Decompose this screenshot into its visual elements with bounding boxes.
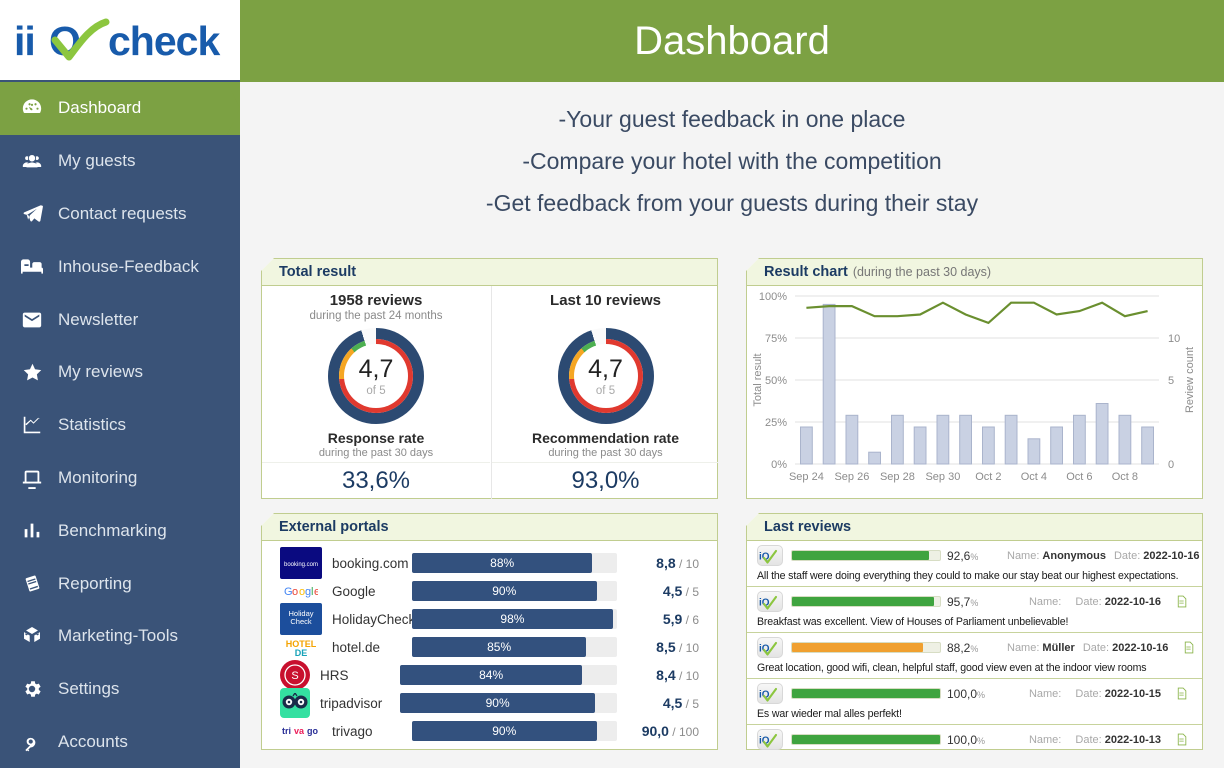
svg-text:Check: Check [290,617,312,626]
svg-text:Review count: Review count [1184,347,1196,413]
svg-text:Oct 6: Oct 6 [1066,471,1092,483]
svg-text:o: o [292,586,298,598]
svg-text:tri: tri [282,726,291,736]
svg-text:Oct 4: Oct 4 [1021,471,1047,483]
svg-text:Oct 8: Oct 8 [1112,471,1138,483]
svg-text:go: go [307,726,318,736]
svg-text:check: check [108,18,220,64]
svg-text:Sep 30: Sep 30 [925,471,960,483]
svg-text:Total result: Total result [752,353,764,406]
svg-text:75%: 75% [765,333,787,345]
svg-text:0: 0 [1168,459,1174,471]
svg-text:10: 10 [1168,333,1180,345]
svg-text:Sep 24: Sep 24 [789,471,824,483]
svg-text:100%: 100% [759,291,787,303]
svg-text:50%: 50% [765,375,787,387]
svg-text:0%: 0% [771,459,787,471]
svg-text:va: va [294,726,305,736]
svg-text:Oct 2: Oct 2 [975,471,1001,483]
svg-text:DE: DE [295,648,308,658]
svg-text:S: S [291,670,298,682]
svg-text:e: e [314,586,318,598]
svg-text:ii: ii [14,18,35,64]
svg-text:5: 5 [1168,375,1174,387]
svg-text:Sep 28: Sep 28 [880,471,915,483]
svg-text:25%: 25% [765,417,787,429]
svg-text:Sep 26: Sep 26 [834,471,869,483]
svg-text:booking.com: booking.com [284,562,318,568]
